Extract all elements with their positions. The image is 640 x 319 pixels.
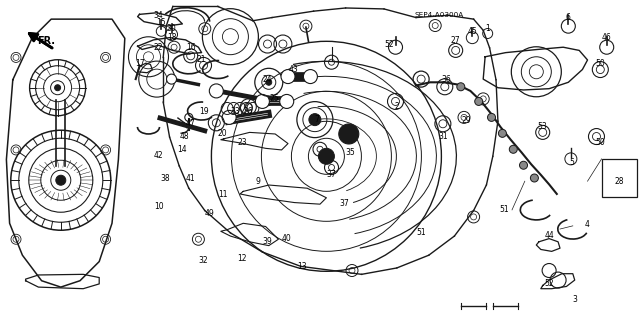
Text: 51: 51	[499, 205, 509, 214]
Circle shape	[509, 145, 517, 153]
Text: 34: 34	[154, 11, 164, 20]
Text: 22: 22	[154, 43, 163, 52]
Text: 49: 49	[205, 209, 215, 218]
Text: 21: 21	[197, 56, 206, 64]
Circle shape	[457, 83, 465, 91]
Text: SEP4-A0300A: SEP4-A0300A	[415, 12, 464, 18]
Circle shape	[280, 94, 294, 108]
Circle shape	[531, 174, 538, 182]
Circle shape	[303, 70, 317, 84]
Text: 42: 42	[154, 151, 164, 160]
Text: 35: 35	[346, 148, 356, 157]
Text: 29: 29	[461, 116, 471, 125]
Text: 48: 48	[179, 132, 189, 141]
Text: 38: 38	[160, 174, 170, 182]
Text: 12: 12	[237, 254, 246, 263]
Circle shape	[488, 113, 495, 122]
Text: 43: 43	[288, 65, 298, 74]
Text: 28: 28	[615, 177, 624, 186]
Text: 25: 25	[269, 94, 279, 103]
Text: 5: 5	[569, 158, 574, 167]
Text: 17: 17	[134, 59, 145, 68]
Text: 10: 10	[154, 202, 164, 211]
Text: 19: 19	[198, 107, 209, 115]
Text: 31: 31	[438, 132, 448, 141]
Text: 14: 14	[177, 145, 188, 154]
Text: 30: 30	[166, 24, 177, 33]
Text: FR.: FR.	[37, 36, 55, 46]
Text: 13: 13	[297, 262, 307, 271]
Circle shape	[209, 84, 223, 98]
Circle shape	[166, 74, 177, 84]
Text: 33: 33	[230, 107, 241, 115]
Circle shape	[339, 124, 359, 144]
Circle shape	[309, 114, 321, 126]
Text: 39: 39	[262, 237, 273, 246]
Text: 52: 52	[384, 40, 394, 48]
Text: 9: 9	[255, 177, 260, 186]
Text: 47: 47	[186, 119, 196, 128]
Circle shape	[262, 96, 273, 106]
Text: 11: 11	[218, 190, 227, 199]
Text: 23: 23	[237, 138, 247, 147]
Circle shape	[255, 94, 269, 108]
Text: 16: 16	[186, 43, 196, 52]
Text: 37: 37	[339, 199, 349, 208]
Text: 46: 46	[602, 33, 612, 42]
Text: 18: 18	[167, 33, 176, 42]
Circle shape	[54, 85, 61, 91]
Text: 24: 24	[262, 75, 273, 84]
Text: 40: 40	[282, 234, 292, 243]
Text: 44: 44	[544, 231, 554, 240]
Circle shape	[475, 97, 483, 106]
Text: 37: 37	[326, 170, 337, 179]
Text: 50: 50	[595, 138, 605, 147]
Text: 7: 7	[314, 115, 319, 124]
Text: 27: 27	[451, 36, 461, 45]
Circle shape	[222, 110, 236, 124]
Text: 32: 32	[198, 256, 209, 265]
Circle shape	[520, 161, 527, 169]
Text: 1: 1	[485, 24, 490, 33]
Text: 45: 45	[467, 27, 477, 36]
Text: 2: 2	[394, 102, 399, 111]
Circle shape	[319, 148, 334, 164]
Circle shape	[499, 129, 506, 137]
Circle shape	[266, 79, 272, 85]
Text: 3: 3	[572, 295, 577, 304]
Bar	[602, 159, 637, 197]
Text: 4: 4	[585, 220, 590, 229]
Text: 50: 50	[595, 59, 605, 68]
Text: 15: 15	[156, 18, 166, 27]
Text: 36: 36	[442, 75, 452, 84]
Text: 51: 51	[416, 228, 426, 237]
Text: 26: 26	[243, 107, 253, 115]
Text: 6: 6	[566, 13, 571, 22]
Text: 52: 52	[544, 279, 554, 288]
Text: 41: 41	[186, 174, 196, 182]
Text: 20: 20	[218, 129, 228, 138]
Circle shape	[56, 175, 66, 185]
Text: 53: 53	[538, 122, 548, 131]
Circle shape	[281, 70, 295, 84]
